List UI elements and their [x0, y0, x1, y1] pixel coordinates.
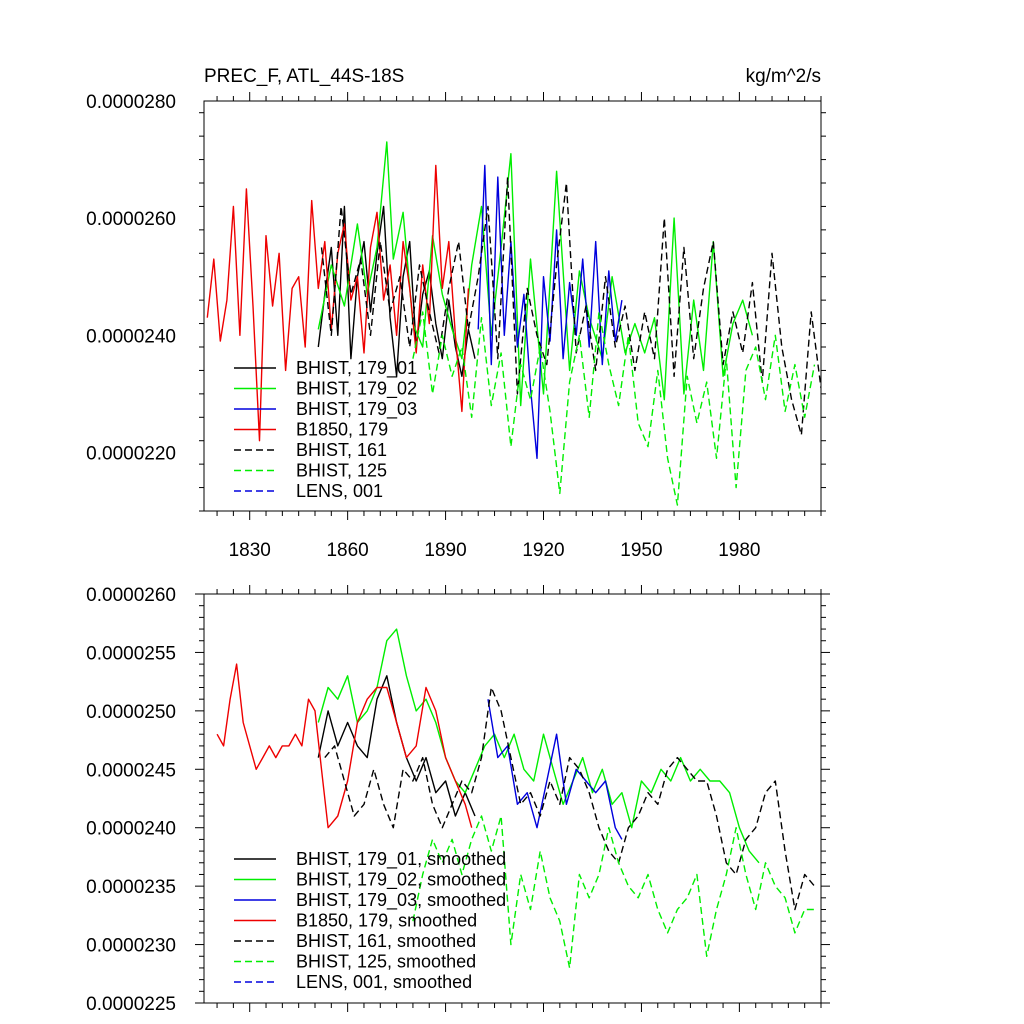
top-x-tick-label: 1950: [620, 540, 662, 561]
bottom-y-tick-label: 0.0000230: [86, 936, 176, 957]
bottom-y-tick-label: 0.0000255: [86, 643, 176, 664]
bottom-legend-label: B1850, 179, smoothed: [296, 911, 477, 931]
top-legend-label: LENS, 001: [296, 481, 383, 501]
bottom-y-tick-label: 0.0000225: [86, 994, 176, 1015]
bottom-y-tick-label: 0.0000235: [86, 877, 176, 898]
top-legend-label: BHIST, 179_01: [296, 358, 417, 379]
top-x-tick-label: 1980: [718, 540, 760, 561]
bottom-y-tick-label: 0.0000245: [86, 760, 176, 781]
top-x-tick-label: 1860: [326, 540, 368, 561]
bottom-legend-label: BHIST, 125, smoothed: [296, 952, 476, 972]
bottom-chart-panel: 0.0000225 0.0000230 0.0000235 0.0000240 0.00…: [86, 585, 830, 1015]
bottom-series-group: [216, 628, 816, 969]
top-chart-title: PREC_F, ATL_44S-18S: [204, 66, 404, 87]
top-legend-label: BHIST, 179_03: [296, 399, 417, 420]
bottom-series-line: [317, 628, 760, 864]
top-chart-units: kg/m^2/s: [746, 66, 821, 87]
bottom-legend-label: LENS, 001, smoothed: [296, 972, 472, 992]
top-chart-panel: 1830 1860 1890 1920 1950 1980 0.0000220 0.00002…: [86, 92, 826, 561]
bottom-plot-frame: [203, 593, 822, 1004]
top-series-group: [206, 141, 821, 506]
bottom-series-line: [487, 699, 623, 840]
top-x-tick-label: 1830: [229, 540, 271, 561]
top-legend-label: BHIST, 125: [296, 461, 387, 481]
bottom-legend-label: BHIST, 161, smoothed: [296, 931, 476, 951]
top-legend-label: B1850, 179: [296, 420, 388, 440]
bottom-y-tick-label: 0.0000250: [86, 702, 176, 723]
bottom-y-tick-label: 0.0000240: [86, 819, 176, 840]
bottom-series-line: [412, 815, 815, 969]
top-legend-label: BHIST, 161: [296, 440, 387, 460]
top-y-tick-label: 0.0000280: [86, 92, 176, 113]
top-y-tick-label: 0.0000220: [86, 443, 176, 464]
top-series-line: [317, 205, 476, 377]
top-y-tick-label: 0.0000240: [86, 326, 176, 347]
top-series-line: [317, 141, 754, 407]
top-x-tick-label: 1920: [522, 540, 564, 561]
top-series-line: [320, 176, 821, 436]
bottom-legend-label: BHIST, 179_02, smoothed: [296, 870, 506, 891]
bottom-legend-label: BHIST, 179_01, smoothed: [296, 849, 506, 870]
top-plot-frame: [203, 100, 822, 512]
top-series-line: [412, 311, 816, 506]
top-y-tick-label: 0.0000260: [86, 209, 176, 230]
bottom-series-line: [324, 686, 816, 911]
bottom-legend-label: BHIST, 179_03, smoothed: [296, 890, 506, 911]
top-legend-label: BHIST, 179_02: [296, 379, 417, 400]
bottom-y-tick-label: 0.0000260: [86, 585, 176, 606]
bottom-series-line: [216, 663, 473, 829]
top-x-tick-label: 1890: [424, 540, 466, 561]
